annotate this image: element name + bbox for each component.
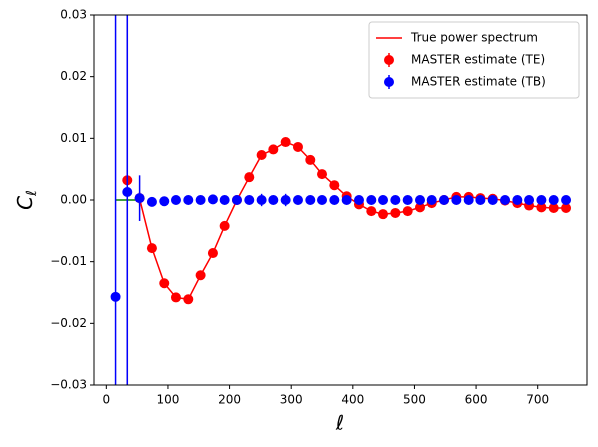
data-point	[561, 203, 572, 214]
data-point	[402, 206, 413, 217]
data-point	[207, 248, 218, 259]
data-point	[402, 195, 413, 205]
data-point	[268, 195, 279, 205]
x-tick-label: 500	[403, 393, 426, 407]
x-tick-label: 300	[280, 393, 303, 407]
x-tick-label: 200	[218, 393, 241, 407]
data-point	[183, 294, 194, 305]
data-point	[317, 195, 328, 205]
data-point	[268, 144, 279, 155]
data-point	[366, 195, 377, 205]
data-point	[292, 195, 303, 205]
data-point	[134, 193, 145, 204]
data-point	[195, 270, 206, 281]
legend-marker	[384, 55, 394, 65]
data-point	[305, 154, 316, 165]
data-point	[512, 195, 523, 205]
data-point	[146, 243, 157, 254]
data-point	[414, 202, 425, 213]
data-point	[159, 278, 170, 289]
data-point	[244, 195, 255, 205]
y-axis-label-base: C	[13, 196, 37, 210]
y-tick-label: −0.02	[50, 316, 87, 330]
data-point	[122, 186, 133, 197]
data-point	[451, 195, 462, 205]
data-point	[170, 292, 181, 303]
data-point	[244, 172, 255, 183]
y-tick-label: 0.03	[60, 8, 87, 22]
y-tick-label: −0.01	[50, 254, 87, 268]
x-tick-label: 700	[526, 393, 549, 407]
data-point	[231, 195, 242, 205]
plot-area	[110, 15, 572, 385]
y-tick-label: 0.00	[60, 193, 87, 207]
y-axis-label-subscript: ℓ	[24, 190, 40, 197]
data-point	[280, 137, 291, 148]
data-point	[548, 195, 559, 205]
data-point	[378, 195, 389, 205]
data-point	[207, 194, 218, 205]
data-point	[463, 195, 474, 205]
data-point	[561, 195, 572, 205]
data-point	[390, 195, 401, 205]
data-point	[536, 195, 547, 205]
legend-box	[368, 21, 580, 99]
data-point	[170, 195, 181, 205]
data-point	[219, 220, 230, 231]
legend-label: True power spectrum	[410, 31, 538, 45]
data-point	[548, 203, 559, 214]
data-point	[159, 196, 170, 207]
x-tick-label: 100	[156, 393, 179, 407]
y-axis-label: Cℓ	[13, 190, 41, 210]
data-point	[329, 180, 340, 191]
data-point	[256, 149, 267, 160]
x-tick-label: 0	[103, 393, 111, 407]
data-point	[183, 195, 194, 205]
data-point	[536, 202, 547, 213]
data-point	[426, 195, 437, 205]
data-point	[475, 195, 486, 205]
data-point	[280, 195, 291, 205]
data-point	[378, 209, 389, 220]
data-point	[353, 195, 364, 205]
data-point	[414, 195, 425, 205]
legend-marker	[384, 77, 394, 87]
data-point	[256, 195, 267, 205]
data-point	[524, 195, 535, 205]
y-tick-label: 0.02	[60, 69, 87, 83]
data-point	[292, 141, 303, 152]
data-point	[390, 207, 401, 218]
data-point	[329, 195, 340, 205]
data-point	[366, 206, 377, 217]
legend-label: MASTER estimate (TE)	[411, 53, 545, 67]
data-point	[500, 195, 511, 205]
data-point	[341, 195, 352, 205]
data-point	[439, 195, 450, 205]
data-point	[110, 291, 121, 302]
y-tick-label: −0.03	[50, 378, 87, 392]
x-axis-label: ℓ	[335, 411, 344, 435]
data-point	[317, 169, 328, 180]
legend-label: MASTER estimate (TB)	[411, 75, 546, 89]
y-tick-label: 0.01	[60, 131, 87, 145]
x-tick-label: 600	[465, 393, 488, 407]
data-point	[146, 196, 157, 207]
data-point	[487, 195, 498, 205]
data-point	[195, 195, 206, 205]
x-tick-label: 400	[341, 393, 364, 407]
data-point	[305, 195, 316, 205]
data-point	[219, 195, 230, 205]
legend: True power spectrum MASTER estimate (TE) M…	[368, 21, 580, 99]
